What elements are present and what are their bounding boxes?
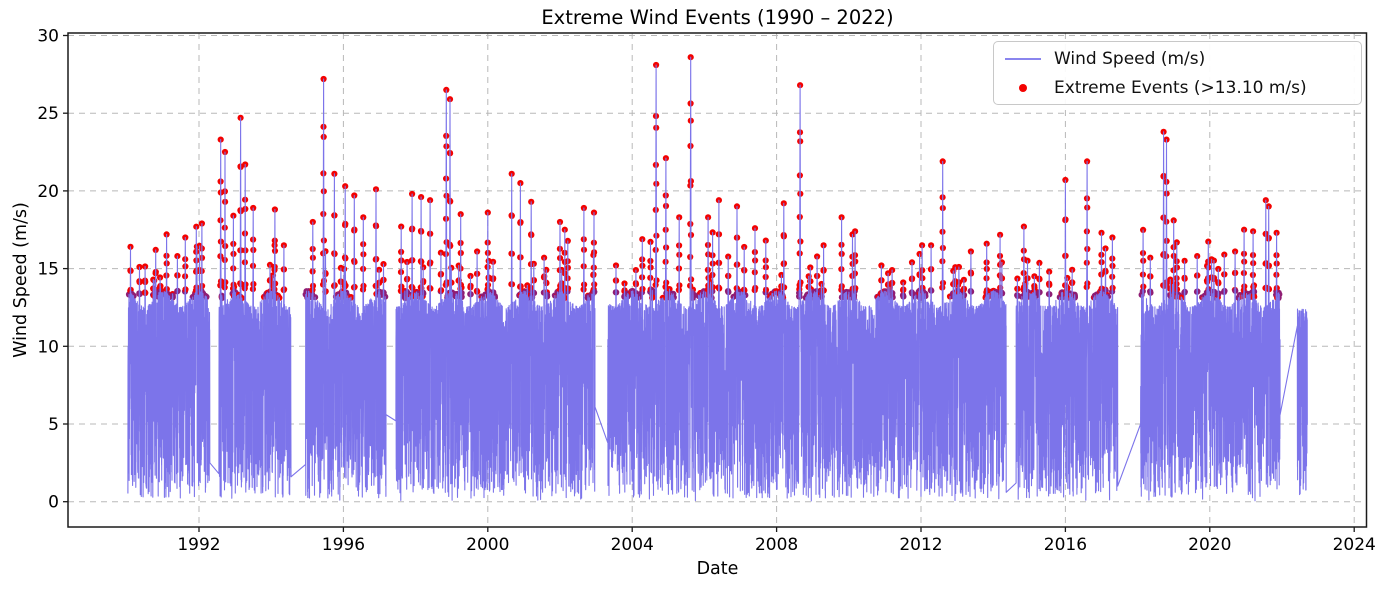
tick-label: 1996 bbox=[322, 535, 365, 555]
legend-entry-wind-speed: Wind Speed (m/s) bbox=[1004, 44, 1351, 73]
x-axis-label: Date bbox=[696, 559, 739, 579]
legend-label: Wind Speed (m/s) bbox=[1054, 48, 1206, 69]
axis-ticks bbox=[63, 34, 1355, 532]
tick-label: 1992 bbox=[177, 535, 220, 555]
legend-label: Extreme Events (>13.10 m/s) bbox=[1054, 77, 1307, 98]
chart-title: Extreme Wind Events (1990 – 2022) bbox=[541, 6, 894, 29]
tick-label: 25 bbox=[37, 104, 59, 124]
tick-label: 10 bbox=[37, 337, 59, 357]
tick-label: 2008 bbox=[755, 535, 798, 555]
x-tick-labels: 1992 1996 2000 2004 2008 2012 2016 2020 2024 bbox=[177, 535, 1375, 555]
legend: Wind Speed (m/s) Extreme Events (>13.10 … bbox=[993, 41, 1362, 105]
y-tick-labels: 0 5 10 15 20 25 30 bbox=[37, 27, 59, 513]
tick-label: 15 bbox=[37, 260, 59, 280]
tick-label: 2020 bbox=[1188, 535, 1231, 555]
tick-label: 20 bbox=[37, 182, 59, 202]
tick-label: 30 bbox=[37, 27, 59, 47]
y-axis-label: Wind Speed (m/s) bbox=[11, 202, 31, 358]
tick-label: 2012 bbox=[899, 535, 942, 555]
tick-label: 2016 bbox=[1044, 535, 1087, 555]
wind-speed-line bbox=[127, 56, 1308, 502]
legend-line-icon bbox=[1004, 57, 1042, 60]
tick-label: 2024 bbox=[1333, 535, 1376, 555]
plot-border bbox=[67, 32, 1368, 528]
tick-label: 2000 bbox=[466, 535, 509, 555]
legend-marker-icon bbox=[1004, 83, 1042, 92]
tick-label: 2004 bbox=[611, 535, 654, 555]
legend-entry-extreme-events: Extreme Events (>13.10 m/s) bbox=[1004, 73, 1351, 102]
tick-label: 5 bbox=[48, 415, 59, 435]
tick-label: 0 bbox=[48, 493, 59, 513]
